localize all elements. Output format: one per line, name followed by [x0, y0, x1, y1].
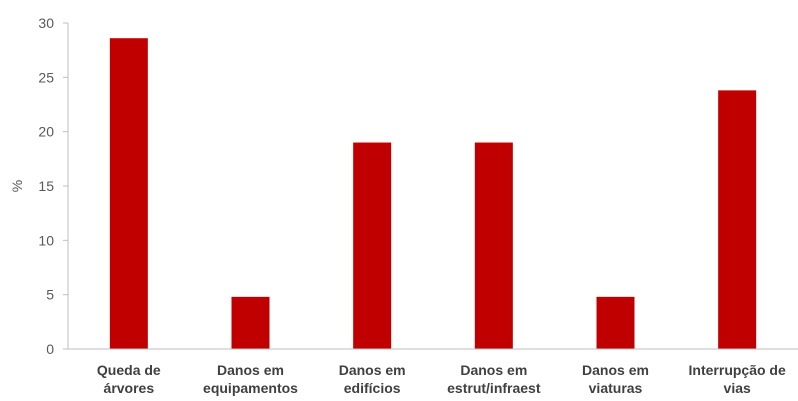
- x-tick-label: Danos em: [217, 362, 284, 378]
- x-tick-label: Danos em: [339, 362, 406, 378]
- x-tick-label: viaturas: [589, 380, 643, 396]
- bar: [353, 142, 392, 349]
- y-tick-label: 30: [38, 15, 54, 31]
- y-tick-label: 5: [46, 287, 54, 303]
- y-tick-label: 10: [38, 232, 54, 248]
- x-tick-label: Danos em: [460, 362, 527, 378]
- x-tick-label: equipamentos: [203, 380, 298, 396]
- bars: [109, 38, 757, 350]
- y-axis-title: %: [9, 180, 25, 192]
- bar: [596, 296, 635, 349]
- bar: [718, 90, 757, 349]
- x-tick-label: estrut/infraest: [447, 380, 541, 396]
- y-tick-label: 0: [46, 341, 54, 357]
- x-tick-label: árvores: [104, 380, 155, 396]
- y-tick-label: 20: [38, 124, 54, 140]
- x-axis: Queda de árvores Danos em equipamentos Danos…: [68, 348, 798, 396]
- x-tick-label: vias: [724, 380, 751, 396]
- bar: [109, 38, 148, 350]
- x-tick-label: Danos em: [582, 362, 649, 378]
- y-tick-label: 25: [38, 69, 54, 85]
- x-tick-label: Interrupção de: [689, 362, 786, 378]
- y-axis: 0 5 10 15 20 25 30: [38, 15, 69, 357]
- x-tick-label: Queda de: [97, 362, 161, 378]
- y-tick-label: 15: [38, 178, 54, 194]
- bar: [231, 296, 270, 349]
- bar: [474, 142, 513, 349]
- x-tick-label: edifícios: [344, 380, 401, 396]
